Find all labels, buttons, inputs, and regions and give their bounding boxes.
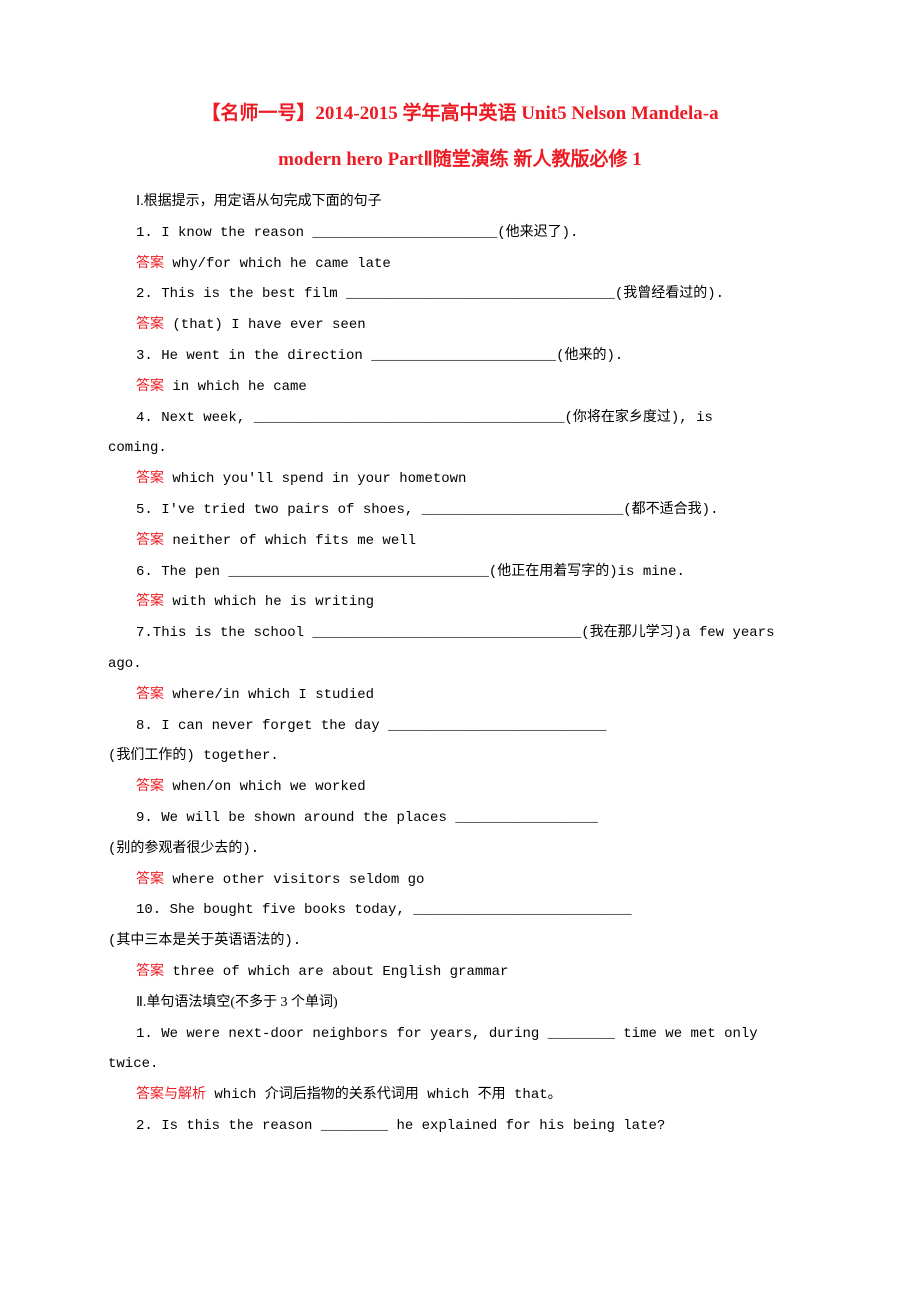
question-10-part1: 10. She bought five books today, _______… <box>108 895 812 926</box>
answer-3: 答案 in which he came <box>108 372 812 403</box>
answer-8: 答案 when/on which we worked <box>108 772 812 803</box>
question-4-part1: 4. Next week, __________________________… <box>108 403 812 434</box>
document-title-line2: modern hero PartⅡ随堂演练 新人教版必修 1 <box>108 141 812 179</box>
answer-explain-label: 答案与解析 <box>136 1087 206 1102</box>
section2-answer-1: 答案与解析 which 介词后指物的关系代词用 which 不用 that。 <box>108 1080 812 1111</box>
answer-label: 答案 <box>136 779 164 794</box>
answer-text: which you'll spend in your hometown <box>164 471 466 487</box>
answer-label: 答案 <box>136 533 164 548</box>
answer-text: in which he came <box>164 379 307 395</box>
question-8-part1: 8. I can never forget the day __________… <box>108 711 812 742</box>
section2-header: Ⅱ.单句语法填空(不多于 3 个单词) <box>108 988 812 1019</box>
answer-9: 答案 where other visitors seldom go <box>108 865 812 896</box>
answer-text: where/in which I studied <box>164 687 374 703</box>
question-7-part1: 7.This is the school ___________________… <box>108 618 812 649</box>
section2-question-1-part2: twice. <box>108 1049 812 1080</box>
question-3: 3. He went in the direction ____________… <box>108 341 812 372</box>
answer-label: 答案 <box>136 379 164 394</box>
question-8-part2: (我们工作的) together. <box>108 741 812 772</box>
answer-label: 答案 <box>136 594 164 609</box>
answer-text: when/on which we worked <box>164 779 366 795</box>
section2-question-1-part1: 1. We were next-door neighbors for years… <box>108 1019 812 1050</box>
answer-6: 答案 with which he is writing <box>108 587 812 618</box>
section2-question-2: 2. Is this the reason ________ he explai… <box>108 1111 812 1142</box>
answer-text: which 介词后指物的关系代词用 which 不用 that。 <box>206 1087 562 1103</box>
question-9-part1: 9. We will be shown around the places __… <box>108 803 812 834</box>
answer-label: 答案 <box>136 317 164 332</box>
answer-label: 答案 <box>136 256 164 271</box>
question-4-part2: coming. <box>108 433 812 464</box>
answer-label: 答案 <box>136 471 164 486</box>
answer-2: 答案 (that) I have ever seen <box>108 310 812 341</box>
section1-header: Ⅰ.根据提示，用定语从句完成下面的句子 <box>108 187 812 218</box>
answer-label: 答案 <box>136 872 164 887</box>
answer-text: three of which are about English grammar <box>164 964 508 980</box>
question-9-part2: (别的参观者很少去的). <box>108 834 812 865</box>
document-title-line1: 【名师一号】2014-2015 学年高中英语 Unit5 Nelson Mand… <box>108 95 812 133</box>
answer-text: why/for which he came late <box>164 256 391 272</box>
answer-1: 答案 why/for which he came late <box>108 249 812 280</box>
answer-text: where other visitors seldom go <box>164 872 424 888</box>
question-7-part2: ago. <box>108 649 812 680</box>
question-2: 2. This is the best film _______________… <box>108 279 812 310</box>
question-5: 5. I've tried two pairs of shoes, ______… <box>108 495 812 526</box>
answer-4: 答案 which you'll spend in your hometown <box>108 464 812 495</box>
answer-label: 答案 <box>136 964 164 979</box>
question-6: 6. The pen _____________________________… <box>108 557 812 588</box>
question-10-part2: (其中三本是关于英语语法的). <box>108 926 812 957</box>
answer-10: 答案 three of which are about English gram… <box>108 957 812 988</box>
answer-7: 答案 where/in which I studied <box>108 680 812 711</box>
answer-text: (that) I have ever seen <box>164 317 366 333</box>
answer-5: 答案 neither of which fits me well <box>108 526 812 557</box>
answer-label: 答案 <box>136 687 164 702</box>
answer-text: with which he is writing <box>164 594 374 610</box>
question-1: 1. I know the reason ___________________… <box>108 218 812 249</box>
answer-text: neither of which fits me well <box>164 533 416 549</box>
